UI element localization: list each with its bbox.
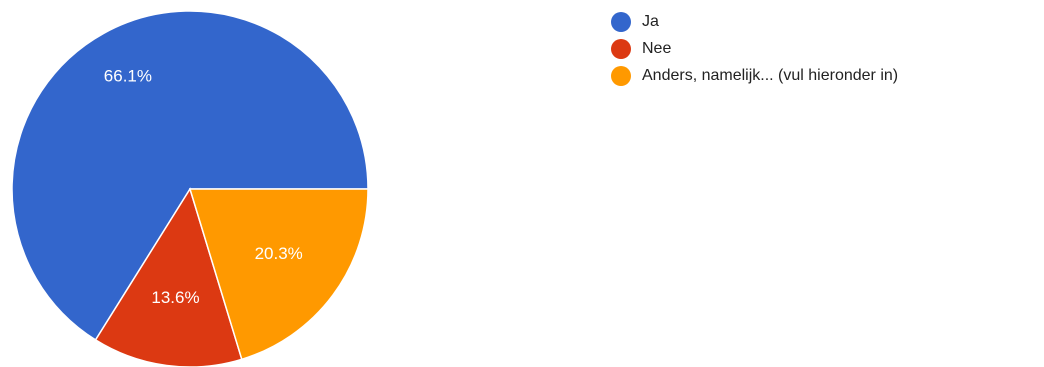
legend-swatch-icon xyxy=(611,38,631,59)
pie-slice-3[interactable] xyxy=(188,188,369,361)
legend-item-1[interactable]: Ja xyxy=(611,8,898,35)
pie-slice-label-2: 13.6% xyxy=(151,288,199,307)
legend-item-3[interactable]: Anders, namelijk... (vul hieronder in) xyxy=(611,62,898,89)
legend-label: Nee xyxy=(642,39,672,57)
pie-slice-label-1: 66.1% xyxy=(104,66,152,85)
chart-legend: Ja Nee Anders, namelijk... (vul hieronder … xyxy=(611,8,898,89)
legend-label: Ja xyxy=(642,12,659,30)
legend-item-2[interactable]: Nee xyxy=(611,35,898,62)
pie-slice-2[interactable] xyxy=(94,187,243,367)
legend-swatch-icon xyxy=(611,65,631,86)
pie-chart-svg: 66.1% 13.6% 20.3% xyxy=(11,10,369,367)
pie-slice-1[interactable] xyxy=(11,10,369,341)
pie-slice-label-3: 20.3% xyxy=(255,244,303,263)
legend-swatch-icon xyxy=(611,11,631,32)
legend-label: Anders, namelijk... (vul hieronder in) xyxy=(642,66,899,84)
